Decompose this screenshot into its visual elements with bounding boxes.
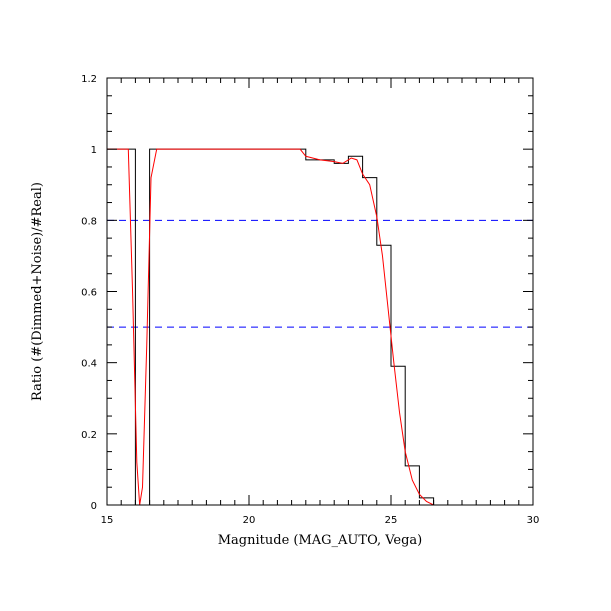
x-axis-label: Magnitude (MAG_AUTO, Vega) [218,533,423,548]
smooth-curve-series [107,148,533,506]
x-tick-label: 20 [243,515,256,526]
axes: 15 20 25 30 0 0.2 0.4 0.6 0.8 1 1.2 [81,74,539,526]
y-tick-label: 1 [91,145,97,156]
x-tick-label: 25 [385,515,398,526]
y-tick-label: 0.4 [81,359,97,370]
tick-labels: 15 20 25 30 0 0.2 0.4 0.6 0.8 1 1.2 [81,74,539,526]
x-tick-label: 15 [101,515,114,526]
x-tick-label: 30 [527,515,540,526]
y-tick-label: 0.8 [81,216,97,227]
y-tick-label: 0 [91,501,97,512]
ticks [106,77,534,506]
y-axis-label: Ratio (#(Dimmed+Noise)/#Real) [30,182,45,401]
plot-frame [106,77,534,506]
y-tick-label: 0.6 [81,288,97,299]
reference-lines [107,219,533,328]
y-tick-label: 1.2 [81,74,97,85]
y-tick-label: 0.2 [81,430,97,441]
